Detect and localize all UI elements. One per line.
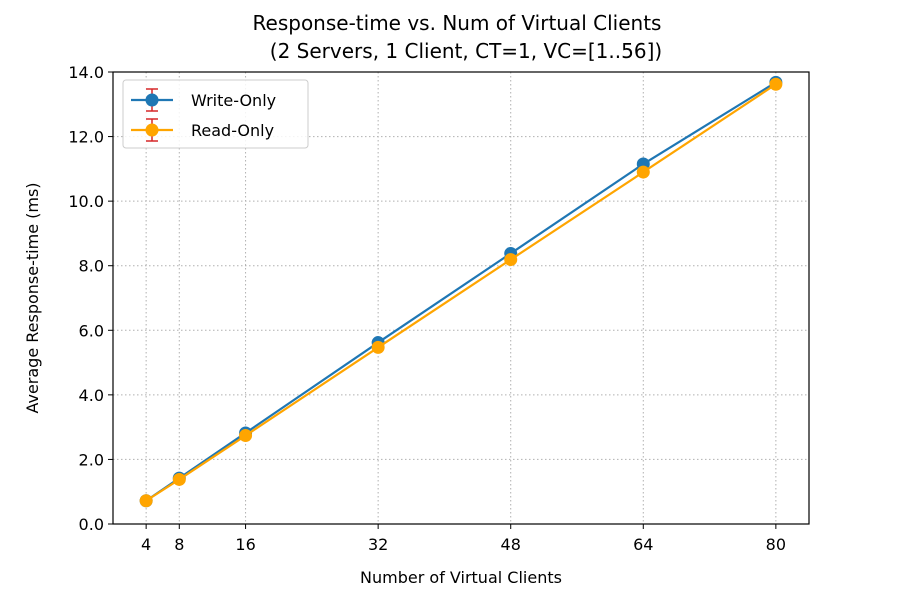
legend: Write-Only Read-Only xyxy=(122,79,309,149)
x-tick-label: 16 xyxy=(235,535,255,554)
series-layer xyxy=(139,75,783,508)
y-axis-label: Average Response-time (ms) xyxy=(23,182,42,413)
y-tick-label: 12.0 xyxy=(68,128,104,147)
x-tick-label: 8 xyxy=(174,535,184,554)
plot-frame xyxy=(112,71,810,525)
x-axis-ticks: 4 8 16 32 48 64 80 xyxy=(141,524,786,554)
y-tick-label: 0.0 xyxy=(79,515,104,534)
legend-marker xyxy=(145,93,159,107)
x-tick-label: 80 xyxy=(766,535,786,554)
data-point-read-only xyxy=(139,494,153,508)
y-tick-label: 8.0 xyxy=(79,257,104,276)
y-axis-ticks: 0.0 2.0 4.0 6.0 8.0 10.0 12.0 14.0 xyxy=(68,63,113,534)
x-tick-label: 32 xyxy=(368,535,388,554)
x-tick-label: 4 xyxy=(141,535,151,554)
data-point-read-only xyxy=(636,165,650,179)
chart-title-line2: (2 Servers, 1 Client, CT=1, VC=[1..56]) xyxy=(270,39,662,63)
x-tick-label: 64 xyxy=(633,535,653,554)
legend-entry-read-only xyxy=(131,118,173,142)
x-tick-label: 48 xyxy=(501,535,521,554)
y-tick-label: 2.0 xyxy=(79,450,104,469)
y-tick-label: 14.0 xyxy=(68,63,104,82)
y-tick-label: 4.0 xyxy=(79,386,104,405)
y-tick-label: 6.0 xyxy=(79,321,104,340)
y-tick-label: 10.0 xyxy=(68,192,104,211)
legend-label-write-only: Write-Only xyxy=(191,91,276,110)
data-point-read-only xyxy=(239,429,253,443)
data-point-read-only xyxy=(371,340,385,354)
legend-marker xyxy=(145,123,159,137)
data-point-read-only xyxy=(504,253,518,267)
legend-label-read-only: Read-Only xyxy=(191,121,274,140)
data-point-read-only xyxy=(172,472,186,486)
x-axis-label: Number of Virtual Clients xyxy=(360,568,562,587)
data-point-read-only xyxy=(769,77,783,91)
chart-title-line1: Response-time vs. Num of Virtual Clients xyxy=(253,11,662,35)
legend-entry-write-only xyxy=(131,88,173,112)
